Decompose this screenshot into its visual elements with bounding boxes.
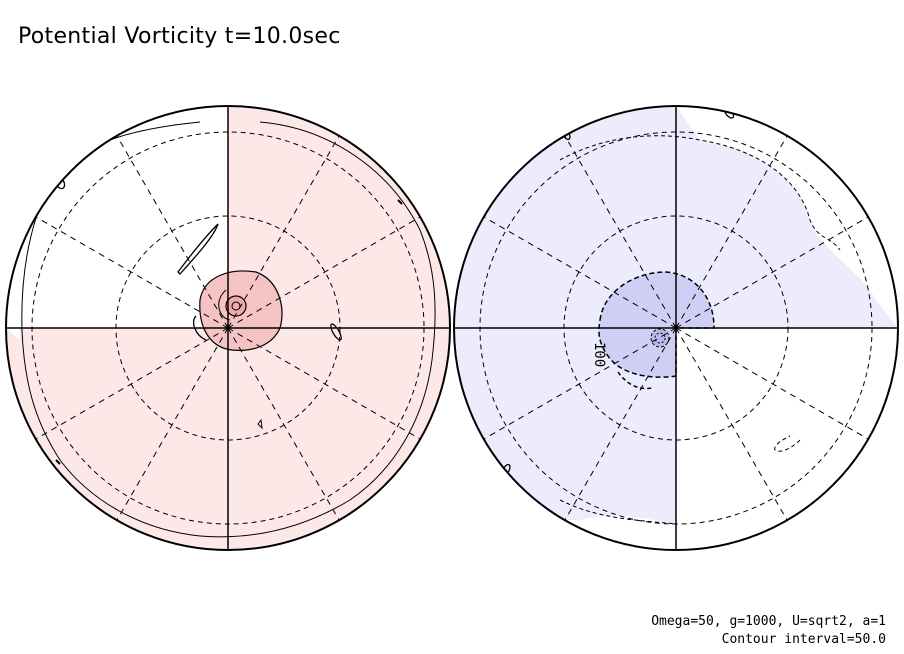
right-edge-white-band — [676, 106, 898, 328]
left-small-tick — [257, 418, 263, 430]
left-edge-white-band — [6, 106, 228, 340]
left-edge-dash-2 — [55, 459, 61, 465]
chart-title: Potential Vorticity t=10.0sec — [18, 24, 341, 49]
right-meridians — [483, 135, 869, 521]
right-hemisphere-plot: * 100 — [453, 105, 899, 551]
right-core-contour-100 — [650, 328, 670, 348]
contour-interval-note: Contour interval=50.0 — [721, 632, 886, 647]
parameter-note: Omega=50, g=1000, U=sqrt2, a=1 — [651, 614, 886, 629]
left-meridians — [35, 135, 421, 521]
right-shade-lower-left — [454, 328, 676, 550]
left-hemisphere-boundary — [5, 105, 451, 551]
right-inner-dash — [617, 371, 653, 390]
left-shade-upper-right — [228, 106, 450, 328]
right-shading — [454, 106, 898, 550]
right-hemisphere-boundary — [453, 105, 899, 551]
right-edge-white-band-2 — [560, 515, 676, 550]
left-core-contour-100 — [225, 295, 247, 317]
left-hemisphere-plot: * — [5, 105, 451, 551]
right-contour-label: 100 — [591, 342, 607, 367]
left-streak-contour — [177, 223, 219, 275]
left-small-loop-right — [330, 323, 342, 341]
left-edge-dash — [397, 199, 403, 205]
right-edge-contour — [559, 135, 841, 525]
left-inner-loop — [218, 289, 231, 321]
right-pole-marker: * — [673, 321, 679, 335]
left-pole-marker: * — [225, 321, 231, 335]
right-core-contour-150 — [654, 332, 666, 344]
left-core-contour-150 — [231, 301, 241, 311]
